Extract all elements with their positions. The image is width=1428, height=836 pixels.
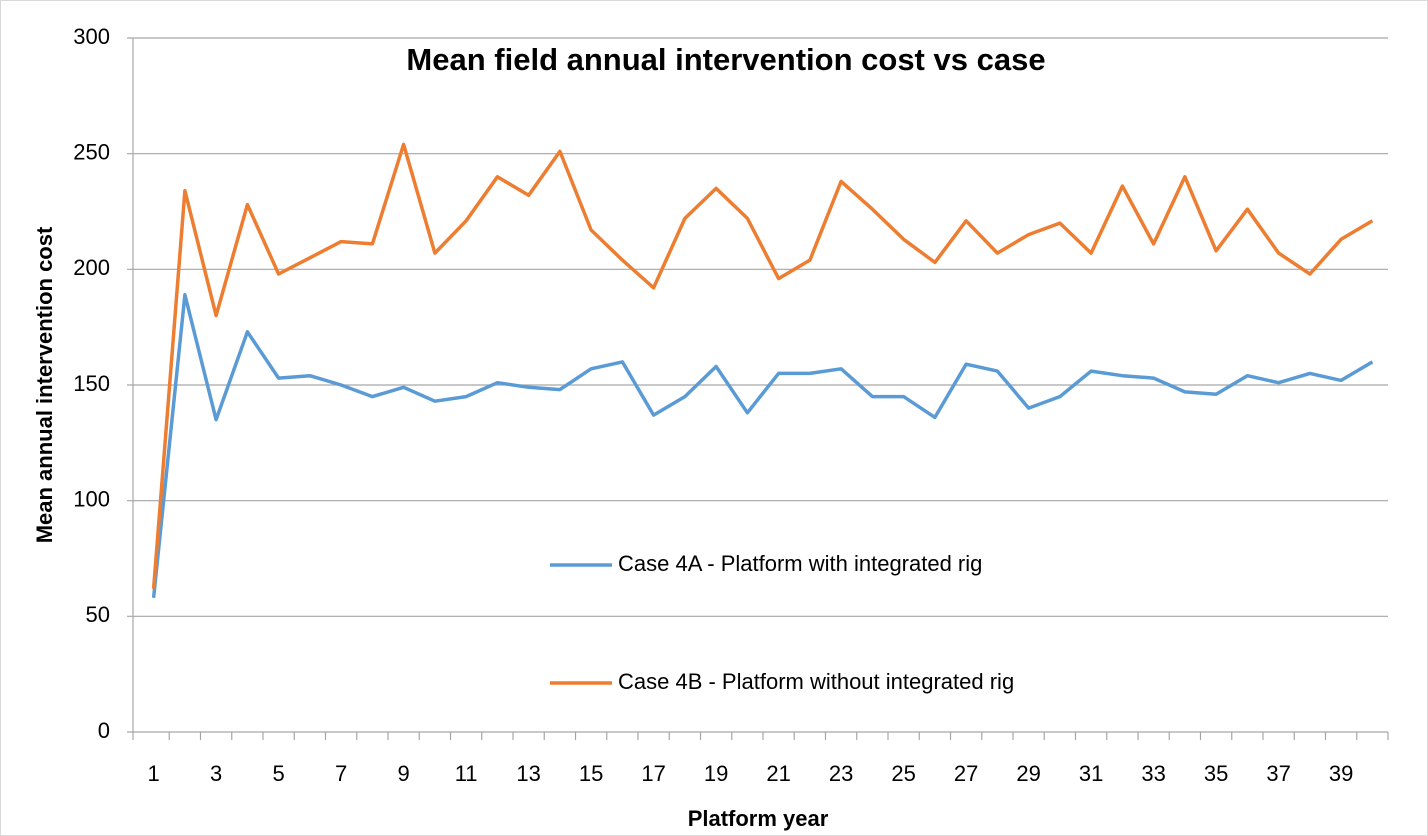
x-tick-label: 17 [641,761,665,786]
y-tick-label: 100 [73,486,110,511]
x-tick-label: 23 [829,761,853,786]
y-tick-label: 250 [73,139,110,164]
legend-label: Case 4B - Platform without integrated ri… [618,669,1014,694]
x-tick-label: 1 [148,761,160,786]
x-tick-label: 5 [273,761,285,786]
chart-title: Mean field annual intervention cost vs c… [406,42,1045,77]
x-tick-label: 9 [398,761,410,786]
x-tick-label: 31 [1079,761,1103,786]
x-tick-label: 11 [455,761,478,786]
y-tick-label: 150 [73,371,110,396]
y-axis-label: Mean annual intervention cost [32,226,57,543]
x-tick-label: 13 [516,761,540,786]
x-tick-label: 25 [891,761,915,786]
x-tick-label: 21 [766,761,790,786]
x-tick-label: 19 [704,761,728,786]
x-tick-label: 39 [1329,761,1353,786]
y-tick-label: 200 [73,255,110,280]
x-tick-label: 37 [1266,761,1290,786]
y-tick-label: 0 [98,718,110,743]
x-tick-label: 35 [1204,761,1228,786]
legend-label: Case 4A - Platform with integrated rig [618,551,982,576]
x-tick-label: 27 [954,761,978,786]
y-tick-label: 50 [86,602,110,627]
series-line [151,293,1374,598]
series-line [151,142,1374,589]
x-tick-label: 29 [1016,761,1040,786]
x-tick-label: 7 [335,761,347,786]
x-tick-label: 15 [579,761,603,786]
x-tick-label: 3 [210,761,222,786]
x-axis-label: Platform year [688,806,829,831]
x-tick-label: 33 [1141,761,1165,786]
y-tick-label: 300 [73,24,110,49]
